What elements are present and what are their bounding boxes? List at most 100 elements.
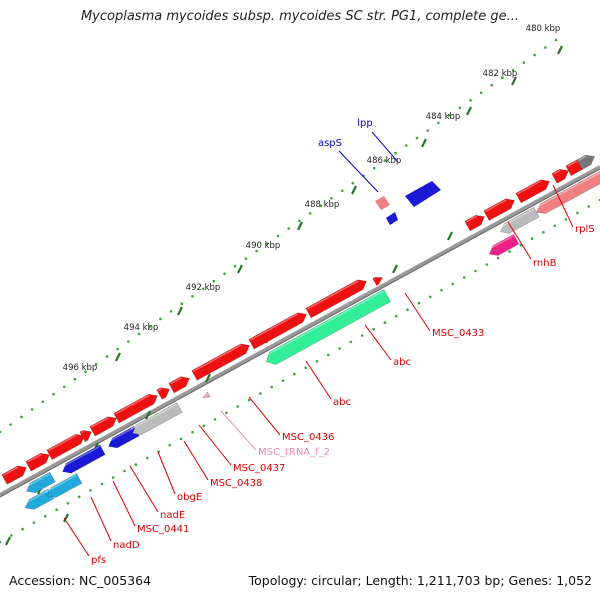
gene-abc[interactable]: [265, 288, 392, 365]
gene-forward-small[interactable]: [79, 430, 92, 443]
gene-pfs[interactable]: [26, 471, 56, 494]
gene-pfs-2[interactable]: [24, 488, 55, 510]
outer-tick-dot: [447, 114, 451, 117]
label-leader-line: [63, 517, 90, 557]
outer-tick-dot: [394, 151, 397, 155]
gene-label[interactable]: MSC_0438: [210, 478, 262, 489]
gene-highlight: [23, 489, 49, 505]
gene-forward[interactable]: [46, 433, 85, 461]
gene-nadD[interactable]: [62, 444, 106, 474]
gene-forward-gray[interactable]: [576, 154, 595, 171]
gene-cyan-2[interactable]: [46, 473, 83, 498]
gene-forward[interactable]: [156, 387, 170, 400]
label-leader-line: [371, 131, 399, 163]
outer-tick-dot: [73, 377, 77, 381]
inner-tick-dot: [361, 334, 364, 337]
gene-highlight: [91, 417, 109, 428]
inner-tick-dot: [191, 431, 194, 434]
outer-tick-dot: [94, 362, 98, 366]
outer-tick-dot: [351, 181, 355, 185]
gene-highlight: [131, 403, 177, 430]
gene-forward[interactable]: [191, 343, 250, 381]
inner-major-tick: [145, 410, 151, 420]
gene-label[interactable]: MSC_0433: [432, 328, 484, 339]
gene-forward[interactable]: [168, 376, 190, 394]
gene-rplS-light[interactable]: [536, 170, 600, 214]
gene-label[interactable]: lpp: [357, 118, 372, 129]
gene-forward[interactable]: [551, 168, 569, 184]
outer-tick-dot: [105, 355, 109, 358]
gene-highlight: [485, 199, 507, 213]
gene-label[interactable]: nadE: [160, 510, 185, 521]
gene-highlight: [61, 445, 100, 468]
gene-forward[interactable]: [515, 179, 550, 204]
gene-label[interactable]: MSC_0437: [233, 463, 285, 474]
gene-label[interactable]: MSC_0436: [282, 432, 334, 443]
tick-label: 486 kbp: [367, 156, 402, 166]
gene-label[interactable]: aspS: [318, 138, 342, 149]
gene-obgE[interactable]: [132, 402, 183, 436]
inner-tick-dot: [77, 495, 81, 499]
gene-label[interactable]: MSC_0441: [137, 524, 189, 535]
gene-label[interactable]: obgE: [177, 492, 202, 503]
gene-label[interactable]: rplS: [575, 224, 595, 235]
gene-highlight: [487, 235, 514, 251]
outer-tick-dot: [298, 219, 301, 223]
outer-tick-dot: [201, 287, 205, 291]
tick-label: 480 kbp: [526, 24, 561, 34]
major-tick: [351, 185, 357, 195]
gene-aspS[interactable]: [375, 196, 390, 210]
inner-tick-dot: [123, 469, 126, 473]
gene-highlight: [373, 277, 376, 280]
gene-label[interactable]: abc: [393, 357, 411, 368]
gene-forward[interactable]: [248, 312, 307, 350]
inner-tick-dot: [213, 418, 217, 421]
gene-forward[interactable]: [25, 452, 50, 472]
outer-tick-dot: [212, 279, 216, 283]
gene-highlight: [48, 434, 77, 452]
gene-magenta[interactable]: [488, 233, 520, 256]
inner-tick-dot: [451, 282, 455, 286]
inner-tick-dot: [496, 256, 500, 260]
gene-forward[interactable]: [305, 279, 367, 319]
gene-forward[interactable]: [89, 416, 117, 437]
gene-nadE[interactable]: [108, 425, 140, 449]
label-leader-line: [338, 150, 379, 193]
gene-label[interactable]: nadD: [113, 540, 140, 551]
outer-tick-dot: [244, 257, 248, 260]
map-title: Mycoplasma mycoides subsp. mycoides SC s…: [80, 9, 520, 24]
gene-forward[interactable]: [483, 198, 515, 221]
gene-lpp-small[interactable]: [386, 212, 398, 225]
major-tick: [557, 45, 563, 55]
label-leader-line: [157, 451, 176, 495]
gene-highlight: [193, 344, 242, 372]
inner-tick-dot: [304, 366, 308, 370]
gene-highlight: [27, 453, 42, 463]
gene-lpp[interactable]: [405, 181, 441, 207]
gene-MSC_0433[interactable]: [372, 277, 384, 286]
gene-trna[interactable]: [202, 391, 211, 399]
gene-label[interactable]: abc: [333, 397, 351, 408]
gene-label[interactable]: MSC_tRNA_f_2: [258, 447, 330, 458]
gene-highlight: [307, 280, 359, 310]
gene-forward[interactable]: [1, 465, 27, 485]
outer-tick-dot: [544, 46, 547, 49]
inner-tick-dot: [0, 540, 2, 544]
outer-tick-dot: [41, 400, 45, 404]
inner-tick-dot: [372, 327, 375, 331]
gene-rnhB-gray[interactable]: [500, 206, 540, 234]
tick-label: 490 kbp: [246, 241, 281, 251]
gene-forward[interactable]: [464, 214, 485, 232]
label-leader-line: [404, 292, 431, 332]
gene-label[interactable]: pfs: [91, 555, 106, 566]
outer-tick-dot: [180, 302, 184, 306]
outer-tick-dot: [511, 68, 515, 72]
inner-tick-dot: [259, 392, 262, 395]
gene-forward[interactable]: [113, 393, 158, 424]
inner-tick-dot: [394, 314, 398, 318]
gene-highlight: [535, 171, 600, 209]
inner-major-tick: [392, 264, 398, 274]
gene-label[interactable]: rnhB: [533, 258, 557, 269]
gene-highlight: [250, 313, 299, 341]
